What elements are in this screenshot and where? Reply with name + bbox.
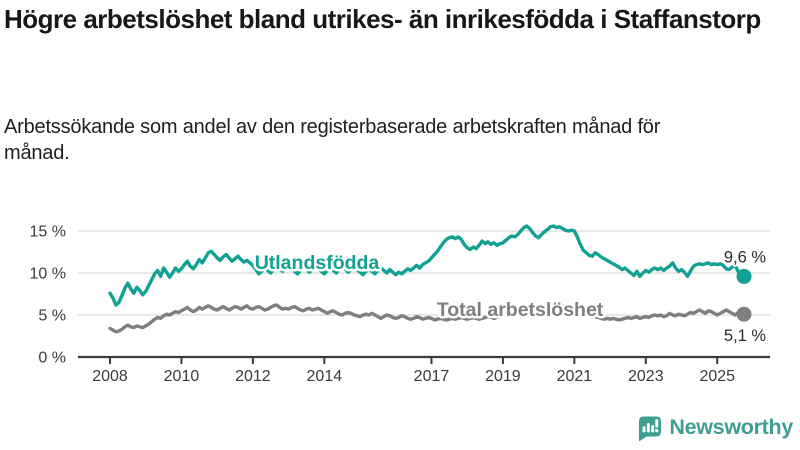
x-axis-tick-label: 2012 <box>235 368 271 385</box>
newsworthy-logo-text: Newsworthy <box>669 415 793 439</box>
series-inline-label-1: Total arbetslöshet <box>437 299 604 321</box>
series-end-dot-0 <box>736 268 752 284</box>
x-axis-tick-label: 2010 <box>164 368 200 385</box>
page-subtitle: Arbetssökande som andel av den registerb… <box>4 116 661 165</box>
y-axis-tick-label: 15 % <box>30 224 66 241</box>
y-axis-tick-label: 5 % <box>38 308 66 325</box>
series-end-dot-1 <box>736 306 752 322</box>
page-title: Högre arbetslöshet bland utrikes- än inr… <box>4 4 761 34</box>
exclamation-dot <box>655 428 659 433</box>
bar-2 <box>647 423 651 433</box>
unemployment-line-chart: 0 % 5 % 10 % 15 % 2008 2010 2012 2014 2017 2019 20… <box>30 224 770 385</box>
series-inline-label-0: Utlandsfödda <box>255 252 380 274</box>
x-axis-tick-label: 2014 <box>307 368 343 385</box>
bar-1 <box>642 426 646 433</box>
y-axis-tick-label: 0 % <box>38 350 66 367</box>
x-axis-tick-label: 2025 <box>699 368 735 385</box>
x-axis-tick-label: 2021 <box>557 368 593 385</box>
x-axis-tick-label: 2017 <box>414 368 450 385</box>
x-axis-tick-label: 2008 <box>92 368 128 385</box>
newsworthy-logo-icon <box>639 416 662 442</box>
bar-3 <box>651 425 655 433</box>
exclamation-stem <box>655 419 659 428</box>
series-line-1 <box>108 301 746 334</box>
series-line-0 <box>108 224 746 307</box>
x-axis-tick-label: 2019 <box>485 368 521 385</box>
series-end-value-label-0: 9,6 % <box>724 248 767 266</box>
newsworthy-logo[interactable]: Newsworthy <box>636 413 793 442</box>
x-axis-tick-label: 2023 <box>628 368 664 385</box>
y-axis-tick-label: 10 % <box>30 266 66 283</box>
series-end-value-label-1: 5,1 % <box>724 327 767 345</box>
